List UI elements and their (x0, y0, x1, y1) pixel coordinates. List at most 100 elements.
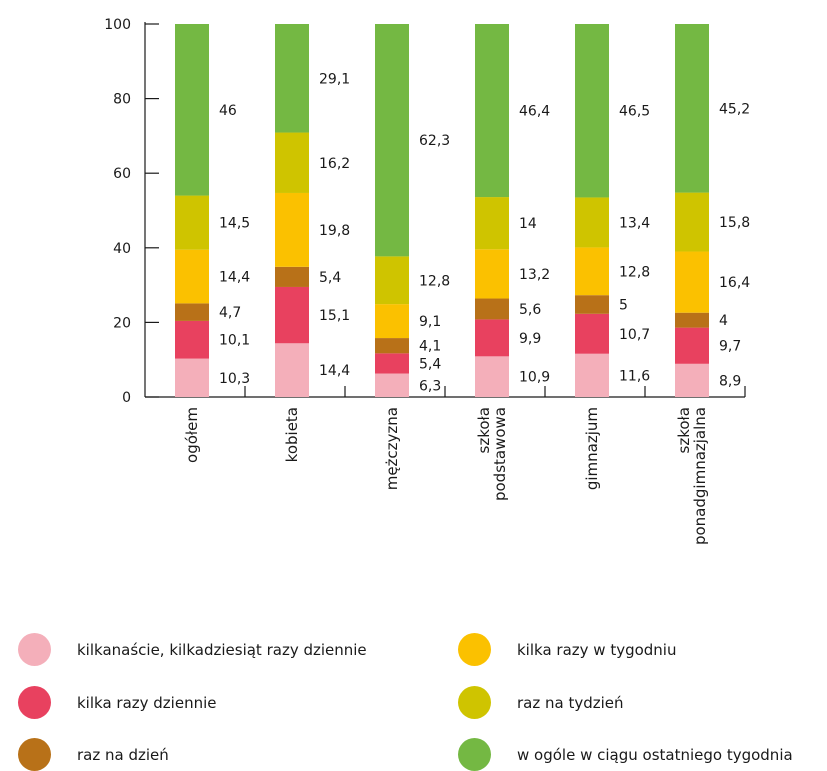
bar-segment (675, 24, 709, 193)
data-label: 9,1 (419, 314, 441, 330)
data-label: 10,1 (219, 333, 250, 349)
bar-segment (375, 353, 409, 374)
bar-segment (475, 249, 509, 299)
bar-segment (475, 356, 509, 397)
category-label-line: ponadgimnazjalna (691, 407, 709, 545)
data-label: 14 (519, 216, 537, 232)
data-label: 14,5 (219, 216, 250, 232)
legend-swatch (18, 738, 51, 771)
category-label-line: szkoła (675, 407, 693, 453)
legend-swatch (458, 686, 491, 719)
legend-item-kilka-razy-dziennie: kilka razy dziennie (18, 686, 216, 719)
data-label: 13,4 (619, 215, 650, 231)
category-label-line: kobieta (283, 407, 301, 462)
bar-segment (275, 24, 309, 133)
legend-label: kilkanaście, kilkadziesiąt razy dziennie (77, 640, 367, 659)
category-label-line: podstawowa (491, 407, 509, 501)
data-label: 5,4 (419, 356, 441, 372)
legend-item-kilkanascie: kilkanaście, kilkadziesiąt razy dziennie (18, 633, 367, 666)
legend-label: kilka razy dziennie (77, 693, 217, 712)
data-label: 46 (219, 103, 237, 119)
data-label: 4,7 (219, 305, 241, 321)
bar-segment (575, 313, 609, 354)
bar-segment (575, 24, 609, 198)
bar-segment (175, 320, 209, 359)
bar-segment (475, 197, 509, 250)
bar-segment (175, 195, 209, 250)
y-tick-label: 60 (113, 166, 131, 182)
bar-segment (275, 266, 309, 287)
data-label: 11,6 (619, 368, 650, 384)
data-label: 5,4 (319, 270, 341, 286)
bar-segment (175, 24, 209, 196)
data-label: 5 (619, 297, 628, 313)
bar-segment (575, 247, 609, 296)
category-label-line: szkoła (475, 407, 493, 453)
data-label: 19,8 (319, 223, 350, 239)
category-label: kobieta (283, 407, 301, 462)
bar-segment (475, 319, 509, 357)
bar-segment (675, 251, 709, 313)
data-label: 6,3 (419, 378, 441, 394)
y-tick-label: 40 (113, 241, 131, 257)
data-label: 9,9 (519, 331, 541, 347)
legend-label: raz na dzień (77, 745, 169, 764)
bar-segment (175, 249, 209, 304)
data-label: 4,1 (419, 338, 441, 354)
category-label: gimnazjum (583, 407, 601, 490)
legend-label: kilka razy w tygodniu (517, 640, 677, 659)
bar-segment (675, 327, 709, 364)
data-label: 9,7 (719, 339, 741, 355)
legend-swatch (458, 738, 491, 771)
legend-item-kilka-razy-w-tygodniu: kilka razy w tygodniu (458, 633, 676, 666)
bar-segment (675, 192, 709, 252)
bar-segment (375, 373, 409, 397)
bar-segment (175, 303, 209, 321)
data-label: 15,8 (719, 215, 750, 231)
bar-segment (675, 363, 709, 397)
bar-segment (575, 197, 609, 248)
bar-segment (375, 304, 409, 339)
y-tick-label: 20 (113, 315, 131, 331)
data-label: 10,7 (619, 327, 650, 343)
data-label: 5,6 (519, 302, 541, 318)
y-tick-label: 0 (122, 390, 131, 406)
data-label: 8,9 (719, 373, 741, 389)
legend-item-raz-na-tydzien: raz na tydzień (458, 686, 624, 719)
bar-segment (675, 312, 709, 328)
data-label: 10,9 (519, 370, 550, 386)
bar-segment (275, 192, 309, 267)
category-label-line: gimnazjum (583, 407, 601, 490)
legend-swatch (18, 633, 51, 666)
data-label: 45,2 (719, 101, 750, 117)
legend-swatch (458, 633, 491, 666)
legend-label: w ogóle w ciągu ostatniego tygodnia (517, 745, 793, 764)
data-label: 4 (719, 313, 728, 329)
bar-segment (475, 24, 509, 198)
data-label: 10,3 (219, 371, 250, 387)
legend-label: raz na tydzień (517, 693, 624, 712)
bar-segment (575, 295, 609, 314)
bar-segment (175, 358, 209, 397)
data-label: 13,2 (519, 267, 550, 283)
data-label: 16,2 (319, 156, 350, 172)
bar-segment (375, 24, 409, 257)
stacked-bar-chart: 0 20 40 60 80 100 10,3 10,1 4,7 14,4 14,5 46 ogółem 1… (104, 17, 750, 545)
y-tick-label: 100 (104, 17, 131, 33)
legend-item-raz-na-dzien: raz na dzień (18, 738, 169, 771)
data-label: 62,3 (419, 133, 450, 149)
bar-segment (475, 298, 509, 320)
category-label: mężczyzna (383, 407, 401, 490)
y-tick-label: 80 (113, 92, 131, 108)
data-label: 12,8 (619, 264, 650, 280)
data-label: 12,8 (419, 273, 450, 289)
bar-segment (375, 338, 409, 354)
data-label: 46,4 (519, 104, 550, 120)
data-label: 15,1 (319, 308, 350, 324)
bar-segment (375, 256, 409, 305)
category-label-line: ogółem (183, 407, 201, 463)
data-label: 29,1 (319, 71, 350, 87)
bar-segment (575, 353, 609, 397)
